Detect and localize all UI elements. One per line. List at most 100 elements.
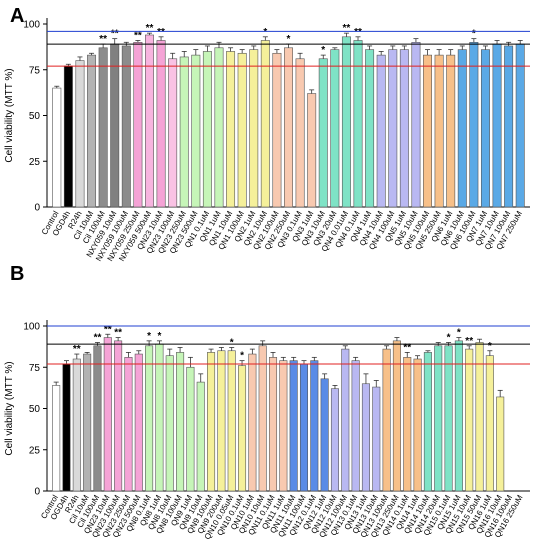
bar bbox=[156, 40, 166, 208]
bar bbox=[217, 350, 226, 492]
significance-label: ** bbox=[73, 344, 81, 355]
bar bbox=[176, 352, 185, 492]
significance-label: * bbox=[457, 328, 461, 339]
bar bbox=[93, 345, 102, 492]
panel-label: A bbox=[10, 5, 24, 27]
bar bbox=[145, 345, 154, 492]
significance-label: ** bbox=[114, 328, 122, 339]
y-tick-label: 75 bbox=[29, 65, 41, 76]
significance-label: * bbox=[240, 351, 244, 362]
bar bbox=[268, 357, 278, 492]
bar bbox=[134, 353, 143, 492]
bar bbox=[186, 366, 195, 492]
y-tick-label: 0 bbox=[34, 487, 40, 498]
significance-label: ** bbox=[403, 342, 411, 353]
bar bbox=[496, 396, 505, 492]
bar bbox=[423, 54, 432, 208]
bar bbox=[260, 40, 270, 208]
significance-label: * bbox=[263, 27, 267, 38]
bar bbox=[227, 350, 236, 492]
bar bbox=[413, 358, 422, 492]
bar bbox=[492, 43, 502, 208]
significance-label: * bbox=[472, 29, 476, 40]
bar bbox=[457, 49, 467, 208]
bar bbox=[446, 54, 456, 208]
bar bbox=[310, 360, 319, 492]
significance-label: * bbox=[488, 341, 492, 352]
bar bbox=[444, 345, 453, 492]
bar bbox=[341, 36, 351, 208]
bar bbox=[202, 51, 212, 208]
bar bbox=[83, 353, 92, 492]
bar bbox=[318, 58, 328, 208]
significance-label: ** bbox=[104, 324, 112, 335]
significance-label: ** bbox=[465, 336, 473, 347]
bar bbox=[469, 41, 479, 208]
significance-label: ** bbox=[343, 23, 351, 34]
significance-label: ** bbox=[157, 27, 165, 38]
bar bbox=[320, 378, 329, 492]
bar bbox=[103, 337, 112, 492]
bar bbox=[214, 47, 224, 208]
significance-label: * bbox=[321, 45, 325, 56]
bar bbox=[372, 386, 381, 492]
bar bbox=[248, 353, 257, 492]
bar bbox=[226, 51, 236, 208]
y-axis-title: Cell viability (MTT %) bbox=[4, 361, 15, 455]
bar bbox=[87, 54, 97, 208]
significance-label: ** bbox=[99, 34, 107, 45]
bar bbox=[434, 345, 443, 492]
bar bbox=[475, 342, 484, 492]
bar bbox=[72, 358, 81, 492]
bar bbox=[411, 41, 421, 208]
bar bbox=[403, 357, 412, 492]
bar bbox=[179, 56, 189, 208]
bar bbox=[52, 87, 62, 208]
bar bbox=[388, 49, 398, 208]
bar bbox=[465, 348, 474, 492]
bar bbox=[121, 45, 131, 208]
y-tick-label: 50 bbox=[29, 111, 41, 122]
significance-label: * bbox=[287, 34, 291, 45]
bar bbox=[191, 54, 201, 208]
bar bbox=[330, 388, 339, 492]
significance-label: * bbox=[447, 333, 451, 344]
bar bbox=[63, 65, 73, 208]
y-tick-label: 25 bbox=[29, 445, 41, 456]
bar bbox=[423, 352, 432, 492]
significance-label: ** bbox=[354, 27, 362, 38]
bar bbox=[399, 49, 409, 208]
bar bbox=[299, 363, 309, 492]
bar bbox=[434, 54, 444, 208]
significance-label: * bbox=[230, 337, 234, 348]
bar bbox=[284, 47, 293, 208]
bar bbox=[295, 58, 305, 208]
bar bbox=[114, 340, 123, 492]
bar bbox=[289, 360, 298, 492]
bar bbox=[485, 355, 494, 492]
bar bbox=[351, 360, 360, 492]
bar bbox=[392, 340, 401, 492]
bar bbox=[480, 49, 490, 208]
bar bbox=[62, 363, 71, 492]
bar bbox=[258, 345, 267, 492]
panel-label: B bbox=[10, 263, 24, 285]
bar bbox=[341, 348, 350, 492]
bar bbox=[330, 49, 340, 208]
bar bbox=[353, 40, 363, 208]
bar bbox=[279, 360, 288, 492]
significance-label: ** bbox=[134, 30, 142, 41]
y-tick-label: 100 bbox=[23, 20, 40, 31]
bar bbox=[361, 383, 370, 492]
bar bbox=[98, 47, 108, 208]
y-axis-title: Cell viability (MTT %) bbox=[4, 68, 15, 162]
bar bbox=[238, 365, 247, 492]
significance-label: ** bbox=[146, 23, 154, 34]
significance-label: ** bbox=[111, 29, 119, 40]
bar bbox=[165, 355, 174, 492]
significance-label: * bbox=[147, 331, 151, 342]
bar bbox=[382, 348, 391, 492]
bar bbox=[307, 93, 317, 208]
